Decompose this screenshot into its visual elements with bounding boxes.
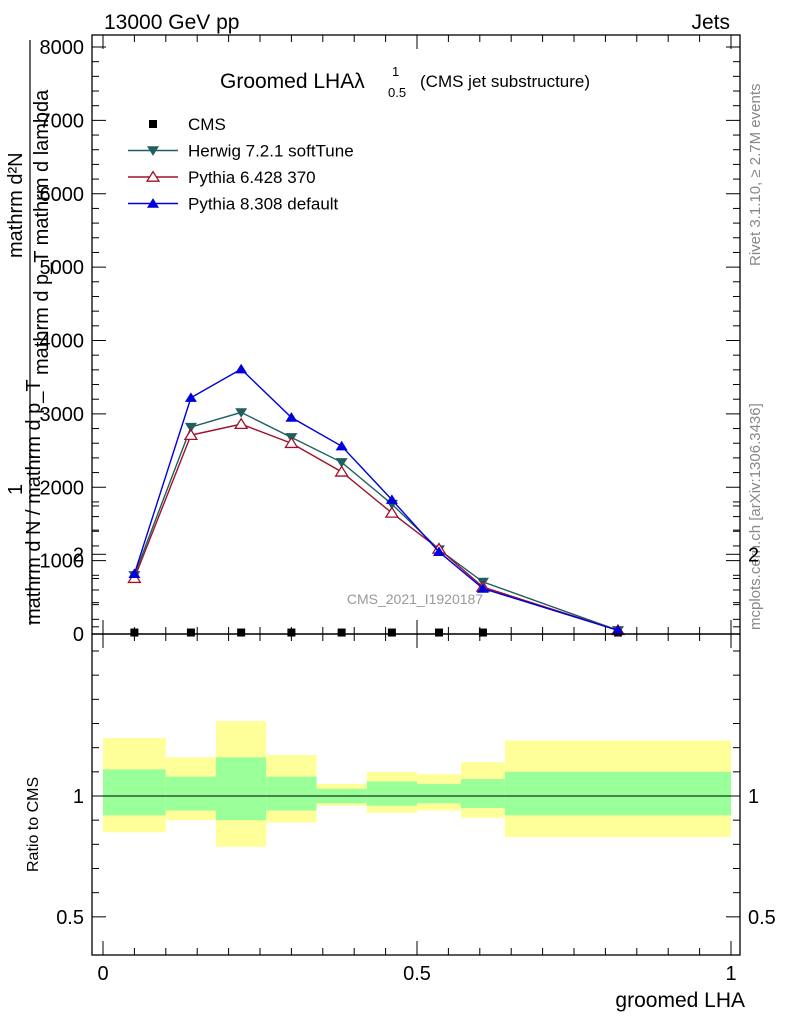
series-0-point-7 [478, 628, 487, 637]
band-inner-7 [460, 779, 505, 809]
energy-label: 13000 GeV pp [104, 11, 239, 34]
legend: CMS Herwig 7.2.1 softTune Pythia 6.428 370… [128, 115, 354, 214]
band-inner-2 [216, 757, 267, 821]
rivet-label: Rivet 3.1.10, ≥ 2.7M events [747, 84, 764, 267]
series-2-point-4 [334, 465, 349, 477]
legend-label-3: Pythia 8.308 default [188, 195, 339, 214]
ratio-frame [91, 633, 741, 956]
series-3-point-7 [476, 583, 489, 593]
ylabel-prefactor-denominator: mathrm d N / mathrm d p_T [23, 379, 45, 625]
ratio-ytick-label-left-2: 2 [73, 544, 84, 566]
main-ytick-label-0: 0 [73, 624, 84, 646]
band-inner-0 [103, 769, 166, 816]
legend-entry-1: Herwig 7.2.1 softTune [128, 142, 354, 161]
legend-entry-2: Pythia 6.428 370 [128, 168, 316, 187]
ratio-uncertainty-bands [92, 721, 740, 847]
title-note: (CMS jet substructure) [420, 72, 590, 91]
main-ylabel: mathrm d N / mathrm d p_T 1 mathrm d p_T… [5, 40, 53, 625]
main-ytick-label-1: 1000 [40, 551, 85, 573]
ratio-xtick-label-0: 0 [97, 963, 108, 985]
legend-entry-0: CMS [149, 115, 226, 134]
series-0-point-6 [434, 628, 443, 637]
series-0-point-4 [337, 628, 346, 637]
ratio-ytick-label-left-1: 1 [73, 786, 84, 808]
series-3-point-0 [128, 568, 141, 579]
title-superscript: 1 [392, 64, 399, 79]
series-0-point-1 [186, 628, 195, 637]
band-inner-6 [417, 783, 461, 804]
band-inner-8 [504, 771, 731, 816]
watermark: CMS_2021_I1920187 [347, 591, 483, 607]
mcplots-label: mcplots.cern.ch [arXiv:1306.3436] [747, 403, 764, 630]
process-label: Jets [691, 11, 730, 34]
ratio-ytick-label-right-1: 1 [748, 786, 759, 808]
legend-label-1: Herwig 7.2.1 softTune [188, 142, 354, 161]
series-0-point-2 [237, 628, 246, 637]
title-subscript: 0.5 [388, 85, 406, 100]
series-2-point-3 [284, 436, 299, 449]
legend-marker-3 [147, 198, 159, 208]
main-ytick-label-6: 6000 [40, 184, 85, 206]
main-ytick-label-3: 3000 [40, 404, 85, 426]
series-2-point-1 [183, 428, 199, 441]
series-3-point-8 [611, 624, 624, 635]
series-3-point-3 [285, 412, 298, 422]
band-inner-1 [165, 776, 217, 811]
ratio-xtick-label-1: 0.5 [403, 963, 431, 985]
axes-frames [91, 34, 741, 956]
plot-title: Groomed LHAλ 1 0.5 (CMS jet substructure… [220, 64, 590, 100]
series-3-point-4 [335, 440, 348, 451]
title-main: Groomed LHAλ [220, 70, 365, 93]
main-ytick-label-7: 7000 [40, 110, 85, 132]
ratio-ytick-label-right-2: 2 [748, 544, 759, 566]
series-1-point-1 [184, 422, 197, 433]
series-3 [128, 363, 624, 635]
main-ytick-label-8: 8000 [40, 37, 85, 59]
main-ytick-label-4: 4000 [40, 331, 85, 353]
series-1-point-2 [235, 408, 248, 418]
ratio-ytick-label-left-0: 0.5 [56, 907, 84, 929]
series-1-point-4 [335, 458, 348, 468]
ratio-xlabel: groomed LHA [615, 989, 745, 1012]
ratio-xtick-label-2: 1 [725, 963, 736, 985]
ratio-ytick-label-right-0: 0.5 [748, 907, 776, 929]
legend-label-2: Pythia 6.428 370 [188, 168, 316, 187]
legend-entry-3: Pythia 8.308 default [128, 195, 339, 214]
legend-marker-2 [145, 170, 161, 182]
band-inner-3 [266, 776, 317, 811]
ylabel-numerator: mathrm d²N [5, 152, 27, 258]
legend-label-0: CMS [188, 115, 226, 134]
series-3-point-2 [235, 363, 248, 374]
legend-marker-0 [149, 120, 157, 128]
series-0 [130, 628, 622, 637]
series-3-point-5 [385, 494, 398, 504]
series-3-point-1 [184, 392, 197, 402]
ylabel-denominator: mathrm d p_T mathrm d lambda [31, 89, 53, 375]
band-inner-5 [366, 781, 417, 806]
series-2-point-5 [384, 506, 400, 518]
ratio-ylabel: Ratio to CMS [25, 777, 42, 872]
main-series [127, 363, 626, 637]
legend-marker-1 [147, 146, 159, 156]
series-2-point-2 [233, 417, 249, 429]
series-0-point-5 [387, 628, 396, 637]
main-ytick-label-2: 2000 [40, 477, 85, 499]
series-3-point-6 [432, 546, 445, 557]
ylabel-prefactor-numerator: 1 [5, 484, 27, 495]
axis-ticks: 0 1000 2000 3000 4000 5000 6000 7000 8000 0 0.5 1 0.… [40, 35, 776, 985]
main-ytick-label-5: 5000 [40, 257, 85, 279]
